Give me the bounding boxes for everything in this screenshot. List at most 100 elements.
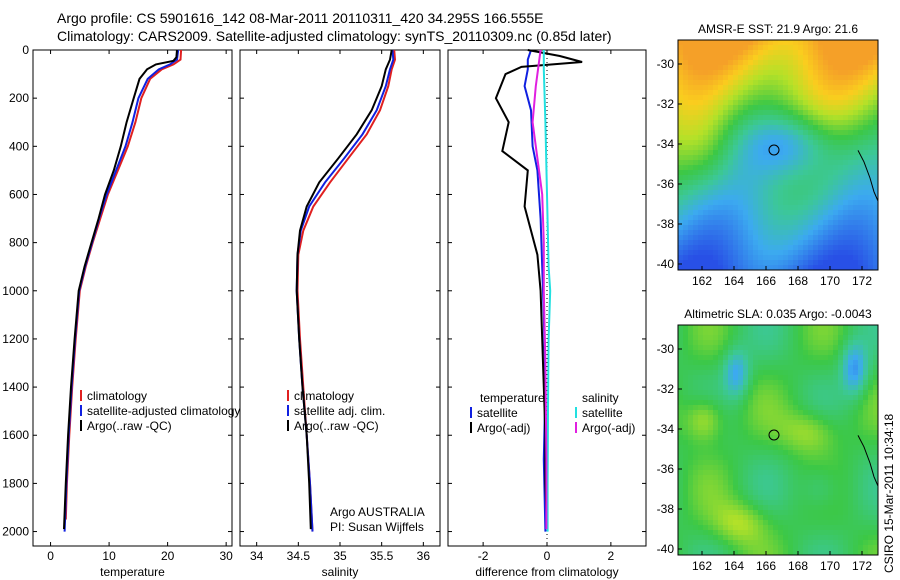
sst-map-cell	[803, 170, 809, 176]
sst-map-cell	[713, 150, 719, 156]
sst-map-cell	[783, 55, 789, 61]
sla-map-cell	[753, 380, 759, 386]
sla-map-cell	[773, 380, 779, 386]
sla-map-cell	[873, 415, 879, 421]
sla-map-frame	[677, 324, 879, 556]
sst-map-argo-marker	[768, 144, 780, 156]
sla-map-cell	[758, 480, 764, 486]
sst-map-cell	[743, 110, 749, 116]
sla-map-cell	[798, 330, 804, 336]
sla-map-cell	[793, 390, 799, 396]
sla-map-cell	[838, 435, 844, 441]
sst-map-cell	[738, 235, 744, 241]
sla-map-cell	[828, 465, 834, 471]
sst-map-cell	[803, 220, 809, 226]
sla-map-cell	[683, 540, 689, 546]
sla-map-cell	[788, 390, 794, 396]
sla-map-cell	[788, 490, 794, 496]
sla-map-cell	[793, 500, 799, 506]
sst-map-cell	[788, 165, 794, 171]
sst-map-cell	[763, 220, 769, 226]
sla-map-cell	[863, 435, 869, 441]
sla-map-cell	[833, 370, 839, 376]
sla-map-cell	[848, 390, 854, 396]
sst-map-cell	[853, 195, 859, 201]
sst-map-cell	[873, 205, 879, 211]
sst-map-cell	[803, 130, 809, 136]
sst-map-cell	[818, 250, 824, 256]
sla-map-cell	[783, 390, 789, 396]
sst-map-cell	[743, 240, 749, 246]
sla-map-cell	[798, 440, 804, 446]
sst-map-cell	[863, 140, 869, 146]
sst-map-cell	[823, 115, 829, 121]
sla-map-cell	[853, 395, 859, 401]
sla-map-cell	[738, 430, 744, 436]
sst-map-cell	[828, 50, 834, 56]
sst-map-cell	[743, 50, 749, 56]
sla-map-cell	[713, 335, 719, 341]
sst-map-cell	[818, 170, 824, 176]
sst-map-cell	[863, 180, 869, 186]
sla-map-cell	[808, 370, 814, 376]
sla-map-cell	[713, 520, 719, 526]
sla-map-cell	[693, 530, 699, 536]
sst-map-cell	[758, 230, 764, 236]
sla-map-cell	[808, 340, 814, 346]
sla-map-cell	[788, 440, 794, 446]
sla-map-cell	[683, 410, 689, 416]
sla-map-cell	[698, 480, 704, 486]
sst-map-cell	[728, 165, 734, 171]
sst-map-cell	[793, 80, 799, 86]
sla-map-cell	[738, 485, 744, 491]
sla-map-cell	[843, 470, 849, 476]
sla-map-cell	[833, 430, 839, 436]
sla-map-cell	[833, 405, 839, 411]
sla-map-cell	[793, 345, 799, 351]
sla-map-ytick-label: -30	[657, 342, 675, 356]
sst-map-cell	[863, 230, 869, 236]
sla-map-cell	[843, 465, 849, 471]
sla-map-cell	[808, 455, 814, 461]
sst-map-cell	[813, 205, 819, 211]
sst-map-cell	[708, 200, 714, 206]
sst-map-cell	[833, 225, 839, 231]
sla-map-cell	[858, 475, 864, 481]
sla-map-cell	[688, 485, 694, 491]
sst-map-cell	[703, 40, 709, 46]
sst-map-cell	[853, 240, 859, 246]
sst-map-cell	[773, 95, 779, 101]
sla-map-cell	[873, 435, 879, 441]
sla-map-cell	[743, 445, 749, 451]
sst-map-cell	[763, 215, 769, 221]
sla-map-cell	[863, 350, 869, 356]
sst-map-cell	[793, 150, 799, 156]
sst-map-cell	[803, 205, 809, 211]
sla-map-cell	[723, 385, 729, 391]
sst-map-cell	[753, 145, 759, 151]
sla-map-cell	[768, 450, 774, 456]
sst-map-cell	[818, 40, 824, 46]
sst-map-cell	[763, 200, 769, 206]
sst-map-cell	[788, 160, 794, 166]
sst-map-cell	[698, 105, 704, 111]
sla-map-cell	[828, 415, 834, 421]
sst-map-cell	[713, 190, 719, 196]
sla-map-cell	[693, 475, 699, 481]
sst-map-cell	[868, 215, 874, 221]
sst-map-cell	[788, 80, 794, 86]
sst-map-cell	[758, 40, 764, 46]
sla-map-cell	[828, 370, 834, 376]
sla-map-cell	[708, 455, 714, 461]
sla-map-cell	[798, 450, 804, 456]
sla-map-cell	[848, 470, 854, 476]
sst-map-cell	[853, 185, 859, 191]
sla-map-cell	[768, 350, 774, 356]
sla-map-cell	[793, 340, 799, 346]
sst-map-cell	[848, 230, 854, 236]
sla-map-cell	[858, 380, 864, 386]
sst-map-cell	[708, 85, 714, 91]
sla-map-cell	[723, 330, 729, 336]
sst-map-cell	[693, 65, 699, 71]
sst-map-ytick-label: -34	[657, 137, 675, 151]
